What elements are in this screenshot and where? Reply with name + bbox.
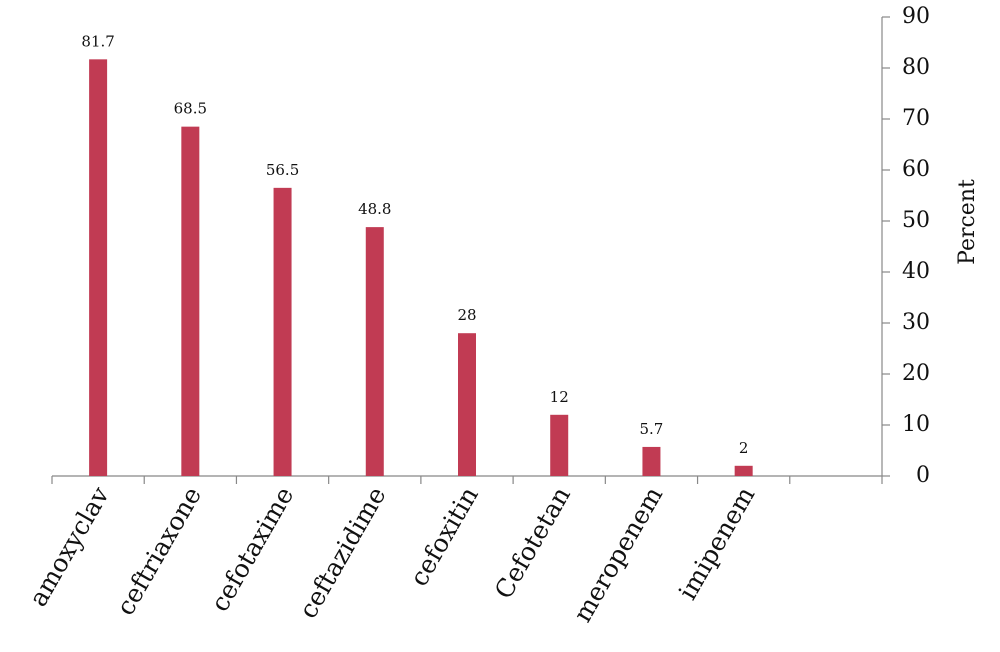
- y-tick-label: 10: [902, 412, 930, 437]
- y-tick-label: 80: [902, 55, 930, 80]
- x-tick-label: meropenem: [568, 481, 669, 626]
- y-tick-label: 0: [916, 463, 930, 488]
- y-tick-label: 70: [902, 106, 930, 131]
- x-tick-label: Cefotetan: [489, 482, 576, 604]
- y-tick-label: 50: [902, 208, 930, 233]
- x-tick-label: imipenem: [673, 482, 761, 605]
- bar: [458, 333, 476, 476]
- y-tick-label: 60: [902, 157, 930, 182]
- y-tick-label: 90: [902, 4, 930, 29]
- bar: [642, 446, 661, 476]
- x-tick-label: cefoxitin: [404, 482, 484, 591]
- bar: [550, 414, 569, 476]
- bar: [181, 126, 200, 477]
- x-tick-label: cefotaxime: [205, 482, 299, 617]
- value-label: 68.5: [174, 100, 207, 118]
- value-label: 12: [550, 388, 569, 406]
- bar: [365, 227, 384, 476]
- x-tick-label: ceftriaxone: [111, 482, 208, 620]
- x-tick-label: amoxyclav: [23, 481, 115, 611]
- y-tick-label: 30: [902, 310, 930, 335]
- y-tick-label: 20: [902, 361, 930, 386]
- value-label: 2: [739, 439, 749, 457]
- bar: [734, 465, 753, 476]
- x-tick-label: ceftazidime: [293, 482, 391, 624]
- value-label: 28: [457, 306, 476, 324]
- value-label: 56.5: [266, 161, 299, 179]
- bar: [273, 187, 292, 476]
- y-tick-label: 40: [902, 259, 930, 284]
- value-label: 81.7: [81, 32, 114, 50]
- value-label: 48.8: [358, 200, 391, 218]
- bar: [89, 59, 108, 477]
- y-axis-label: Percent: [955, 179, 980, 265]
- value-label: 5.7: [640, 420, 664, 438]
